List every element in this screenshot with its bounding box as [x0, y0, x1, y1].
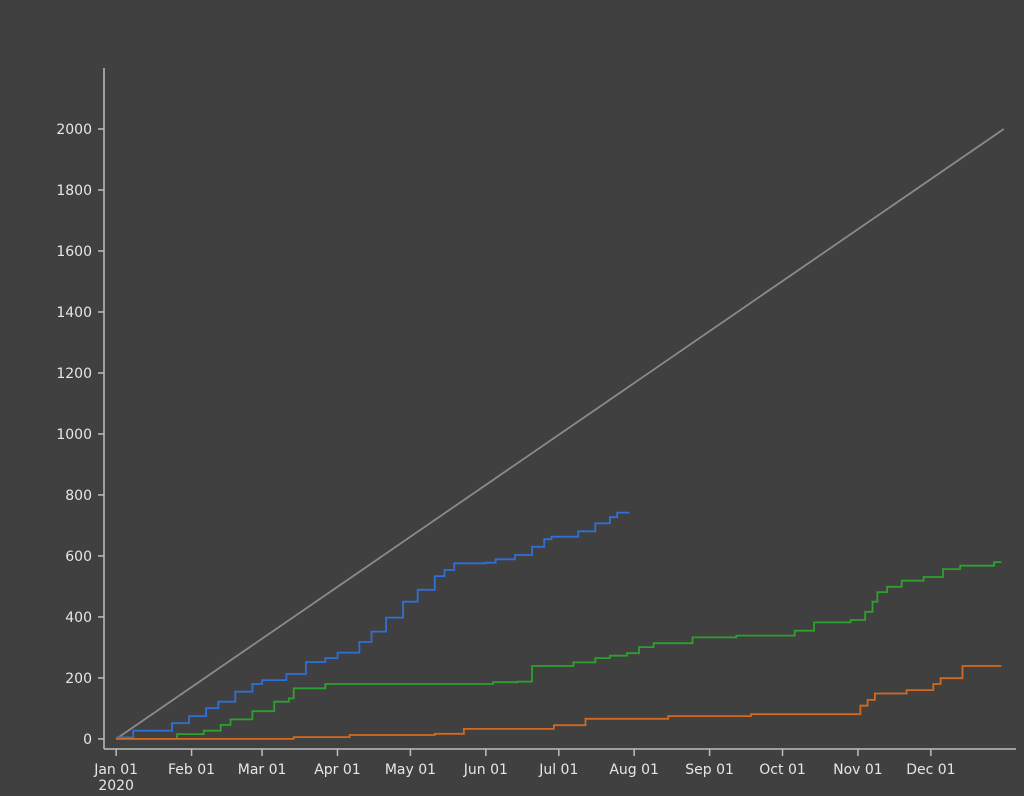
x-tick-label: Apr 01	[314, 762, 360, 778]
y-tick-label: 0	[83, 732, 92, 748]
y-axis-ticks: 0 200 400 600 800 1000 1200 1400 1600 1800 2000	[56, 122, 104, 748]
x-tick-label: Jan 01	[93, 762, 138, 778]
y-tick-label: 600	[65, 549, 92, 565]
x-tick-label: Sep 01	[685, 762, 734, 778]
reference-line	[115, 128, 1005, 740]
x-tick-label: Dec 01	[906, 762, 955, 778]
series-line-2	[116, 561, 1002, 740]
series-line-1	[116, 511, 630, 739]
y-tick-label: 1200	[56, 366, 92, 382]
series-line-3	[116, 665, 1002, 740]
x-tick-label: Aug 01	[609, 762, 659, 778]
y-tick-label: 1400	[56, 305, 92, 321]
x-tick-label: Jul 01	[538, 762, 578, 778]
x-tick-label: May 01	[385, 762, 436, 778]
y-tick-label: 1600	[56, 244, 92, 260]
y-tick-label: 1000	[56, 427, 92, 443]
y-tick-label: 1800	[56, 183, 92, 199]
y-tick-label: 800	[65, 488, 92, 504]
y-tick-label: 2000	[56, 122, 92, 138]
x-tick-label: Oct 01	[759, 762, 805, 778]
x-tick-label: Nov 01	[833, 762, 883, 778]
y-tick-label: 400	[65, 610, 92, 626]
series-layer	[115, 128, 1005, 740]
x-tick-label: Feb 01	[168, 762, 215, 778]
x-tick-label: Mar 01	[238, 762, 287, 778]
x-tick-label: Jun 01	[463, 762, 508, 778]
x-tick-year-label: 2020	[98, 778, 134, 794]
y-tick-label: 200	[65, 671, 92, 687]
